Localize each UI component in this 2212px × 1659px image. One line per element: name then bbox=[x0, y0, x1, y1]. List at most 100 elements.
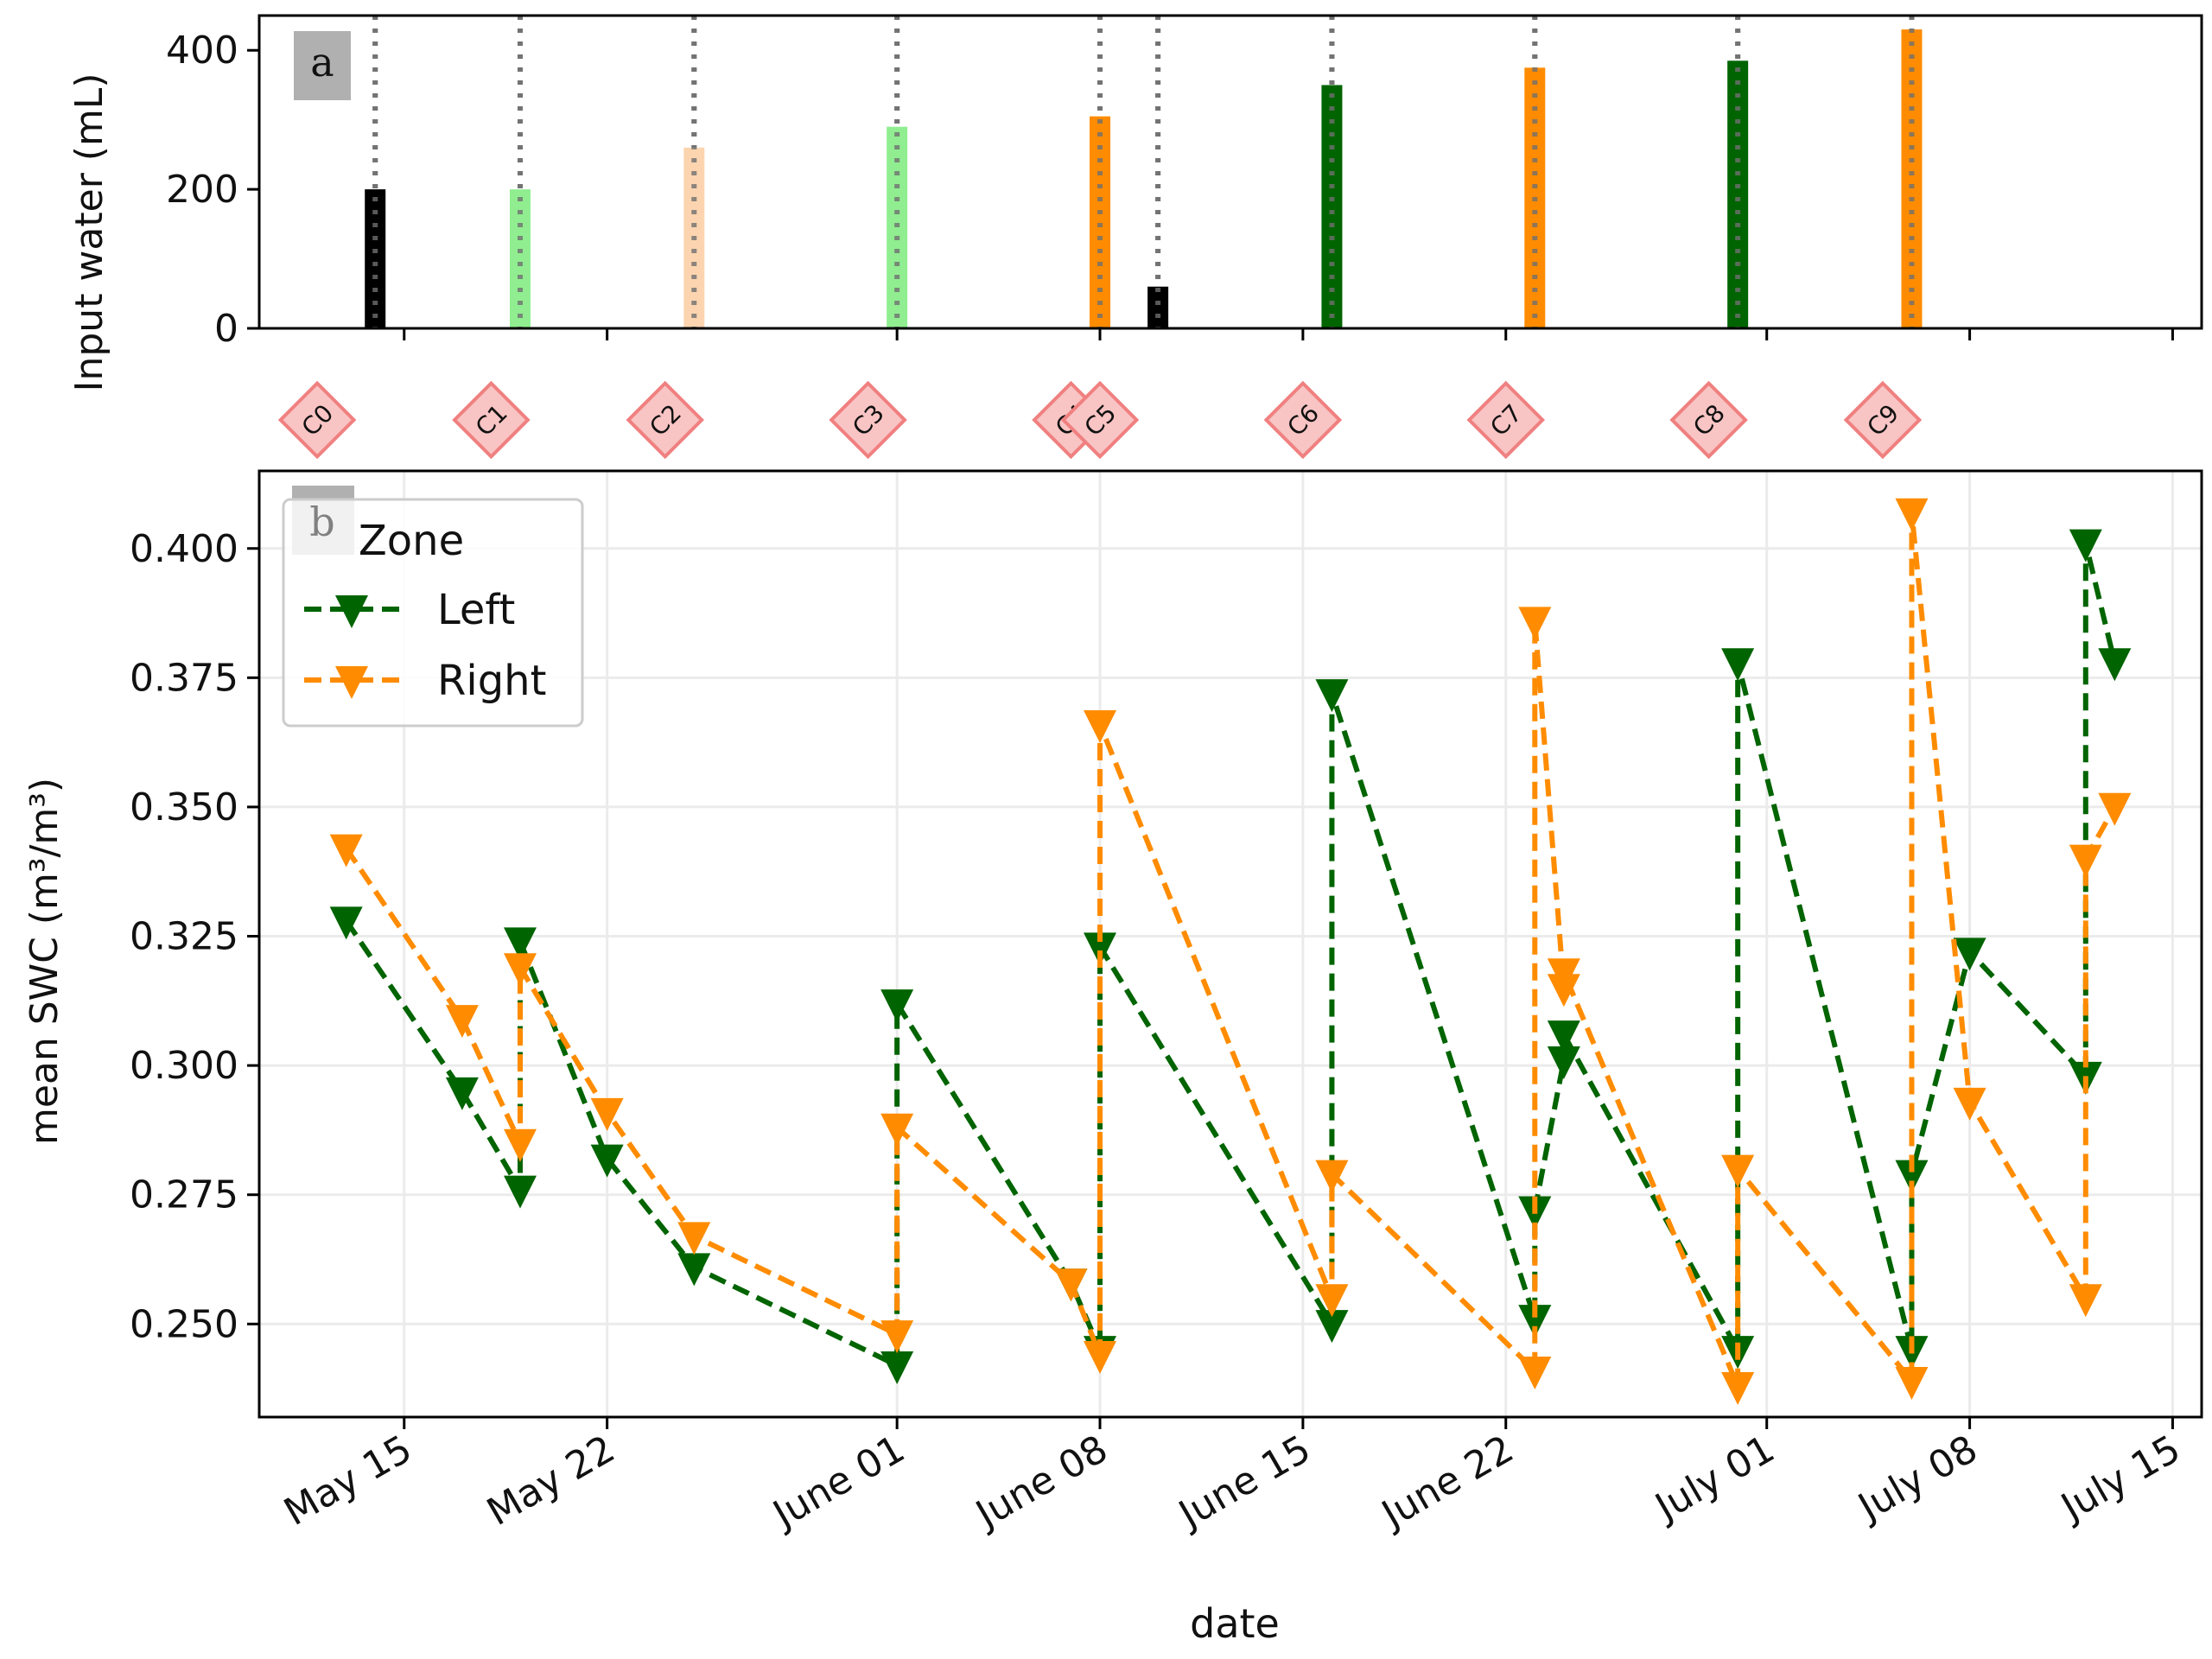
cycle-tag-diamond bbox=[1263, 380, 1343, 460]
series-line bbox=[344, 543, 2118, 1370]
cycle-tag-diamond bbox=[626, 380, 704, 460]
data-point bbox=[880, 1320, 914, 1354]
data-point bbox=[2069, 1284, 2102, 1318]
series-line bbox=[344, 512, 2117, 1389]
data-point bbox=[880, 1351, 914, 1385]
legend-marker bbox=[335, 666, 368, 699]
data-point bbox=[1315, 679, 1349, 713]
data-point bbox=[1895, 498, 1929, 531]
input-bar bbox=[1901, 29, 1923, 328]
cycle-tag: C1 bbox=[452, 380, 531, 460]
data-point bbox=[2069, 844, 2102, 878]
data-point bbox=[329, 834, 363, 868]
data-point bbox=[1315, 1160, 1349, 1193]
cycle-tag: C3 bbox=[829, 380, 907, 460]
data-point bbox=[1084, 710, 1117, 744]
panel-a: 0 200 400 a Input water (mL) bbox=[67, 14, 2203, 392]
data-point bbox=[1721, 1154, 1755, 1188]
input-bar bbox=[1147, 286, 1169, 328]
cycle-tag: C5 bbox=[1060, 380, 1140, 460]
cycle-tag-diamond bbox=[452, 380, 531, 460]
panel-a-frame bbox=[257, 14, 2203, 330]
y-axis-label: mean SWC (m³/m³) bbox=[22, 778, 67, 1145]
y-tick-label: 400 bbox=[166, 29, 238, 73]
x-tick-label: June 15 bbox=[1170, 1427, 1319, 1538]
data-point bbox=[445, 1077, 479, 1110]
legend-label: Right bbox=[437, 657, 546, 705]
cycle-tag-diamond bbox=[1843, 380, 1923, 460]
legend-marker bbox=[335, 595, 368, 628]
input-bar bbox=[1727, 60, 1749, 329]
legend: Zone Left Right bbox=[282, 498, 584, 728]
data-point bbox=[503, 953, 537, 987]
y-axis-label: Input water (mL) bbox=[67, 73, 111, 392]
data-point bbox=[1895, 1160, 1929, 1193]
input-bar bbox=[887, 126, 908, 328]
data-point bbox=[2069, 529, 2102, 563]
y-tick-label: 0.300 bbox=[130, 1044, 238, 1088]
panel-label-box bbox=[294, 31, 351, 100]
data-point bbox=[1084, 1341, 1117, 1375]
legend-label: Left bbox=[437, 586, 515, 634]
data-point bbox=[1518, 1305, 1552, 1338]
data-point bbox=[1953, 1087, 1986, 1121]
data-point bbox=[1547, 958, 1580, 992]
data-point bbox=[1054, 1268, 1088, 1302]
data-point bbox=[445, 1005, 479, 1039]
cycle-tag: C2 bbox=[626, 380, 704, 460]
data-point bbox=[1721, 1371, 1755, 1405]
data-point bbox=[1315, 1284, 1349, 1318]
data-point bbox=[1084, 932, 1117, 966]
data-point bbox=[677, 1222, 711, 1255]
y-tick-label: 0.350 bbox=[130, 785, 238, 830]
y-tick-label: 0.250 bbox=[130, 1302, 238, 1346]
y-tick-label: 0.325 bbox=[130, 915, 238, 959]
data-point bbox=[1518, 607, 1552, 640]
data-point bbox=[1547, 1046, 1580, 1079]
panel-label: a bbox=[310, 39, 334, 86]
y-tick-label: 200 bbox=[166, 168, 238, 212]
data-point bbox=[503, 1128, 537, 1162]
data-point bbox=[880, 989, 914, 1023]
x-tick-label: July 08 bbox=[1849, 1427, 1985, 1530]
data-point bbox=[2098, 792, 2132, 826]
series-left bbox=[329, 529, 2132, 1385]
data-point bbox=[1895, 1366, 1929, 1400]
y-tick-label: 0.275 bbox=[130, 1173, 238, 1217]
x-tick-label: May 15 bbox=[276, 1427, 419, 1535]
data-point bbox=[590, 1144, 624, 1178]
cycle-tag: C0 bbox=[277, 380, 357, 460]
y-tick-label: 0.375 bbox=[130, 656, 238, 700]
data-point bbox=[503, 1175, 537, 1209]
cycle-tag-diamond bbox=[829, 380, 907, 460]
panel-b-frame bbox=[257, 469, 2203, 1419]
x-tick-label: June 22 bbox=[1373, 1427, 1522, 1538]
cycle-tag-diamond bbox=[277, 380, 357, 460]
data-point bbox=[590, 1097, 624, 1131]
panel-label: b bbox=[309, 499, 334, 545]
x-tick-label: June 08 bbox=[967, 1427, 1116, 1538]
y-tick-label: 0 bbox=[214, 307, 238, 351]
panel-b: 0.250 0.275 0.300 0.325 0.350 0.375 0.400 May 1… bbox=[22, 469, 2203, 1647]
x-tick-label: June 01 bbox=[764, 1427, 912, 1538]
data-point bbox=[677, 1253, 711, 1287]
cycle-tag-diamond bbox=[1466, 380, 1546, 460]
x-axis-label: date bbox=[1190, 1600, 1280, 1647]
cycle-tag-diamond bbox=[1060, 380, 1140, 460]
cycle-tag: C9 bbox=[1843, 380, 1923, 460]
data-point bbox=[2098, 648, 2132, 682]
data-point bbox=[1518, 1356, 1552, 1389]
cycle-tag-diamond bbox=[1669, 380, 1748, 460]
series-right bbox=[329, 498, 2132, 1405]
data-point bbox=[329, 906, 363, 940]
cycle-tag: C7 bbox=[1466, 380, 1546, 460]
data-point bbox=[1953, 938, 1986, 971]
data-point bbox=[1315, 1310, 1349, 1344]
data-point bbox=[1721, 648, 1755, 682]
data-point bbox=[880, 1113, 914, 1147]
input-bar bbox=[1090, 116, 1111, 328]
data-point bbox=[1547, 1020, 1580, 1054]
x-tick-label: July 01 bbox=[1646, 1427, 1782, 1530]
cycle-tag: C6 bbox=[1263, 380, 1343, 460]
y-tick-label: 0.400 bbox=[130, 527, 238, 571]
